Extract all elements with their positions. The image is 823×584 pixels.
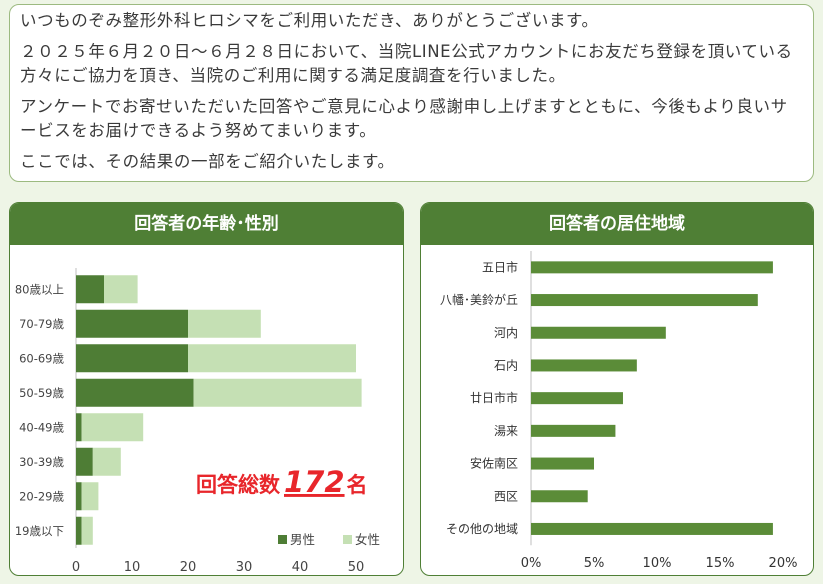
x-tick-label: 10 (124, 560, 141, 575)
region-title: 回答者の居住地域 (421, 203, 813, 245)
category-label: 60-69歳 (19, 351, 64, 365)
female-bar (81, 516, 93, 545)
male-bar (76, 413, 82, 442)
region-panel: 回答者の居住地域 五日市八幡･美鈴が丘河内石内廿日市市湯来安佐南区西区その他の地… (420, 202, 814, 576)
category-label: 廿日市市 (470, 390, 518, 405)
x-tick-label: 20 (180, 560, 197, 575)
category-label: 40-49歳 (19, 420, 64, 434)
intro-paragraph: ２０２５年６月２０日～６月２８日において、当院LINE公式アカウントにお友だち登… (20, 41, 793, 86)
total-unit: 名 (347, 473, 368, 497)
category-label: 80歳以上 (15, 282, 64, 296)
intro-paragraph: アンケートでお寄せいただいた回答やご意見に心より感謝申し上げますとともに、今後も… (20, 96, 788, 141)
legend-label: 女性 (355, 532, 380, 547)
x-tick-label: 40 (292, 560, 309, 575)
region-bar (531, 522, 773, 535)
total-respondents: 回答総数 172名 (196, 465, 368, 499)
female-bar (92, 447, 121, 476)
x-tick-label: 15% (706, 556, 735, 571)
x-tick-label: 50 (348, 560, 365, 575)
male-bar (76, 275, 104, 304)
intro-box: いつものぞみ整形外科ヒロシマをご利用いただき、ありがとうございます。 ２０２５年… (9, 4, 814, 182)
male-bar (76, 447, 93, 476)
legend-swatch (343, 535, 352, 544)
legend-label: 男性 (290, 532, 315, 547)
male-bar (76, 309, 188, 338)
x-tick-label: 5% (584, 556, 605, 571)
region-bar (531, 490, 588, 503)
x-tick-label: 10% (643, 556, 672, 571)
intro-paragraph: いつものぞみ整形外科ヒロシマをご利用いただき、ありがとうございます。 (20, 11, 599, 30)
age-gender-chart: 80歳以上 70-79歳 60-69歳 50-59歳 40-49歳 30-39歳 20-29… (15, 268, 380, 575)
intro-paragraph: ここでは、その結果の一部をご紹介いたします。 (20, 151, 395, 171)
age-gender-title: 回答者の年齢･性別 (10, 203, 403, 245)
category-label: 八幡･美鈴が丘 (440, 292, 518, 307)
region-bar (531, 326, 666, 339)
age-gender-panel: 回答者の年齢･性別 80歳以上 70-79歳 60-69歳 50-59歳 40-49歳 3… (9, 202, 404, 576)
region-bar (531, 424, 616, 437)
region-bar (531, 294, 758, 307)
region-bar (531, 392, 623, 405)
x-tick-label: 30 (236, 560, 253, 575)
category-label: 石内 (494, 358, 518, 372)
total-number: 172 (284, 465, 345, 499)
category-label: 河内 (494, 326, 518, 340)
male-bar (76, 344, 188, 373)
female-bar (188, 309, 261, 338)
x-tick-label: 20% (769, 556, 798, 571)
total-label: 回答総数 (196, 473, 281, 497)
category-label: 西区 (494, 489, 518, 503)
category-label: 20-29歳 (19, 489, 64, 503)
category-label: 50-59歳 (19, 386, 64, 400)
region-bar (531, 457, 594, 470)
female-bar (81, 413, 144, 442)
category-label: 五日市 (482, 259, 518, 274)
male-bar (76, 516, 82, 545)
category-label: 湯来 (494, 424, 518, 438)
x-tick-label: 0% (521, 556, 542, 571)
female-bar (81, 482, 99, 511)
category-label: 安佐南区 (470, 456, 518, 471)
male-bar (76, 482, 82, 511)
region-bar (531, 359, 637, 372)
male-bar (76, 378, 194, 407)
x-tick-label: 0 (72, 560, 80, 575)
category-label: 30-39歳 (19, 455, 64, 469)
region-bar (531, 261, 773, 274)
category-label: 19歳以下 (15, 524, 64, 538)
category-label: 70-79歳 (19, 317, 64, 331)
female-bar (188, 344, 356, 373)
female-bar (104, 275, 138, 304)
category-label: その他の地域 (446, 522, 518, 536)
legend-swatch (278, 535, 287, 544)
female-bar (193, 378, 362, 407)
